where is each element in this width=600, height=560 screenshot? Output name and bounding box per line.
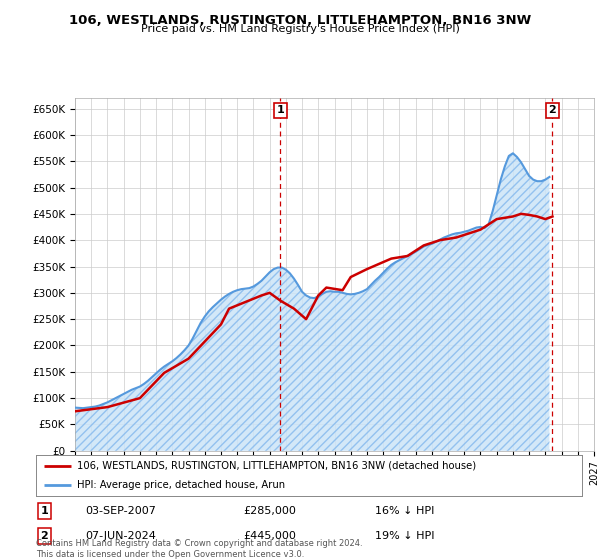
- Text: 2: 2: [548, 105, 556, 115]
- Text: 1: 1: [277, 105, 284, 115]
- Text: HPI: Average price, detached house, Arun: HPI: Average price, detached house, Arun: [77, 480, 285, 490]
- Text: 2: 2: [40, 531, 48, 541]
- Text: 1: 1: [40, 506, 48, 516]
- Text: 16% ↓ HPI: 16% ↓ HPI: [374, 506, 434, 516]
- Text: £445,000: £445,000: [244, 531, 296, 541]
- Text: 07-JUN-2024: 07-JUN-2024: [85, 531, 156, 541]
- Text: £285,000: £285,000: [244, 506, 296, 516]
- Text: 19% ↓ HPI: 19% ↓ HPI: [374, 531, 434, 541]
- Text: Contains HM Land Registry data © Crown copyright and database right 2024.
This d: Contains HM Land Registry data © Crown c…: [36, 539, 362, 559]
- Text: 106, WESTLANDS, RUSTINGTON, LITTLEHAMPTON, BN16 3NW: 106, WESTLANDS, RUSTINGTON, LITTLEHAMPTO…: [69, 14, 531, 27]
- Text: Price paid vs. HM Land Registry's House Price Index (HPI): Price paid vs. HM Land Registry's House …: [140, 24, 460, 34]
- Text: 03-SEP-2007: 03-SEP-2007: [85, 506, 156, 516]
- Text: 106, WESTLANDS, RUSTINGTON, LITTLEHAMPTON, BN16 3NW (detached house): 106, WESTLANDS, RUSTINGTON, LITTLEHAMPTO…: [77, 461, 476, 471]
